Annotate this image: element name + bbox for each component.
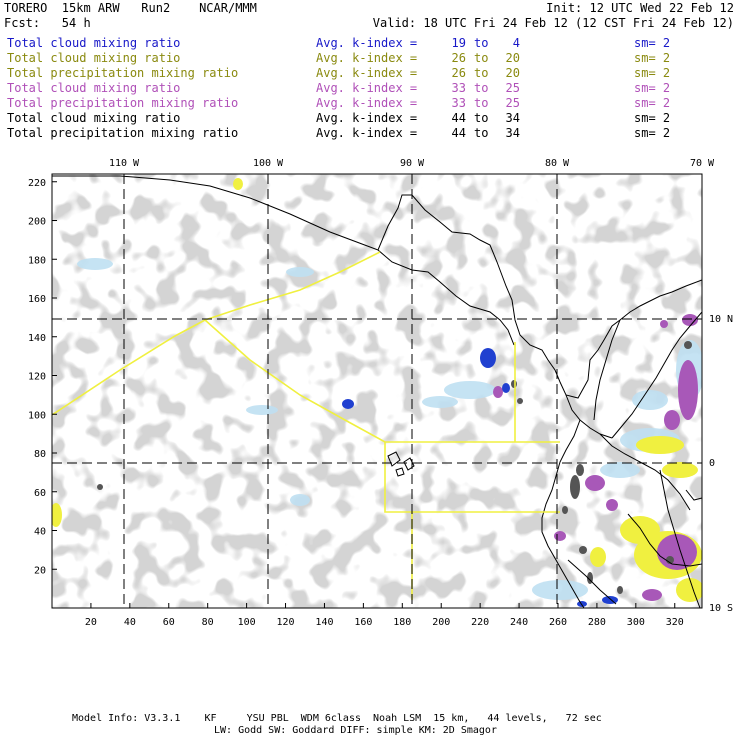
legend-to: to <box>474 111 489 125</box>
legend-k-from: 26 <box>451 66 466 80</box>
legend-k-to: 25 <box>505 81 520 95</box>
y-tick-label: 60 <box>34 488 46 499</box>
x-tick-label: 100 <box>238 617 256 628</box>
x-tick-label: 120 <box>277 617 295 628</box>
y-tick-label: 140 <box>28 333 46 344</box>
x-tick-label: 280 <box>588 617 606 628</box>
x-tick-label: 40 <box>124 617 136 628</box>
legend-index-label: Avg. k-index = <box>316 36 418 50</box>
y-tick-label: 180 <box>28 255 46 266</box>
legend-k-to: 34 <box>505 111 520 125</box>
y-tick-label: 100 <box>28 410 46 421</box>
physics-info: LW: Godd SW: Goddard DIFF: simple KM: 2D… <box>214 725 497 736</box>
x-tick-label: 160 <box>354 617 372 628</box>
legend-smoothing: sm= 2 <box>634 81 671 95</box>
legend-to: to <box>474 126 489 140</box>
init-time: Init: 12 UTC Wed 22 Feb 12 <box>546 1 734 15</box>
legend-k-to: 20 <box>505 51 520 65</box>
x-tick-label: 20 <box>85 617 97 628</box>
legend-smoothing: sm= 2 <box>634 51 671 65</box>
legend-index-label: Avg. k-index = <box>316 96 418 110</box>
legend-k-from: 19 <box>451 36 466 50</box>
y-tick-label: 80 <box>34 449 46 460</box>
lon-label-80w: 80 W <box>545 158 570 169</box>
legend-to: to <box>474 36 489 50</box>
legend-k-from: 33 <box>451 81 466 95</box>
legend-field: Total cloud mixing ratio <box>7 111 181 125</box>
forecast-hour: Fcst: 54 h <box>4 16 91 30</box>
longitude-labels: 110 W 100 W 90 W 80 W 70 W <box>109 158 715 169</box>
legend-index-label: Avg. k-index = <box>316 126 418 140</box>
x-tick-label: 240 <box>510 617 528 628</box>
x-grid-labels: 20 40 60 80 100 120 140 160 180 200 220 240 260 280 30… <box>85 617 684 628</box>
legend-to: to <box>474 66 489 80</box>
y-grid-labels: 220 200 180 160 140 120 100 80 60 40 20 <box>28 178 46 577</box>
legend-k-from: 33 <box>451 96 466 110</box>
legend-field: Total cloud mixing ratio <box>7 51 181 65</box>
legend-field: Total precipitation mixing ratio <box>7 66 239 80</box>
y-tick-label: 120 <box>28 372 46 383</box>
x-tick-label: 320 <box>666 617 684 628</box>
x-tick-label: 220 <box>471 617 489 628</box>
lat-label-10s: 10 S <box>709 603 733 614</box>
legend-index-label: Avg. k-index = <box>316 66 418 80</box>
lon-label-70w: 70 W <box>690 158 715 169</box>
x-tick-label: 60 <box>163 617 175 628</box>
legend-index-label: Avg. k-index = <box>316 81 418 95</box>
legend-k-to: 20 <box>505 66 520 80</box>
legend-k-from: 26 <box>451 51 466 65</box>
legend-smoothing: sm= 2 <box>634 36 671 50</box>
cloud-field <box>52 174 702 608</box>
lat-label-0: 0 <box>709 458 715 469</box>
legend-k-to: 34 <box>505 126 520 140</box>
x-tick-label: 200 <box>432 617 450 628</box>
x-tick-label: 140 <box>315 617 333 628</box>
legend-k-from: 44 <box>451 126 466 140</box>
legend-smoothing: sm= 2 <box>634 66 671 80</box>
legend-field: Total cloud mixing ratio <box>7 36 181 50</box>
legend-smoothing: sm= 2 <box>634 126 671 140</box>
legend-index-label: Avg. k-index = <box>316 51 418 65</box>
legend-smoothing: sm= 2 <box>634 96 671 110</box>
legend-to: to <box>474 96 489 110</box>
latitude-labels: 10 N 0 10 S <box>709 314 733 614</box>
x-tick-label: 180 <box>393 617 411 628</box>
y-tick-label: 20 <box>34 565 46 576</box>
y-tick-label: 160 <box>28 294 46 305</box>
lon-label-110w: 110 W <box>109 158 140 169</box>
y-tick-label: 220 <box>28 178 46 189</box>
x-tick-label: 300 <box>627 617 645 628</box>
legend-smoothing: sm= 2 <box>634 111 671 125</box>
legend-k-to: 25 <box>505 96 520 110</box>
legend-field: Total precipitation mixing ratio <box>7 96 239 110</box>
legend-index-label: Avg. k-index = <box>316 111 418 125</box>
lat-label-10n: 10 N <box>709 314 733 325</box>
model-info: Model Info: V3.3.1 KF YSU PBL WDM 6class… <box>72 713 602 724</box>
legend-field: Total cloud mixing ratio <box>7 81 181 95</box>
x-tick-label: 260 <box>549 617 567 628</box>
lon-label-100w: 100 W <box>253 158 284 169</box>
header-title: TORERO 15km ARW Run2 NCAR/MMM <box>4 1 257 15</box>
legend-k-to: 4 <box>512 36 520 50</box>
x-tick-label: 80 <box>202 617 214 628</box>
legend-field: Total precipitation mixing ratio <box>7 126 239 140</box>
legend-k-from: 44 <box>451 111 466 125</box>
y-tick-label: 40 <box>34 527 46 538</box>
plot-frame <box>51 173 703 609</box>
legend-to: to <box>474 51 489 65</box>
lon-label-90w: 90 W <box>400 158 425 169</box>
legend-to: to <box>474 81 489 95</box>
y-tick-label: 200 <box>28 217 46 228</box>
valid-time: Valid: 18 UTC Fri 24 Feb 12 (12 CST Fri … <box>372 16 734 30</box>
